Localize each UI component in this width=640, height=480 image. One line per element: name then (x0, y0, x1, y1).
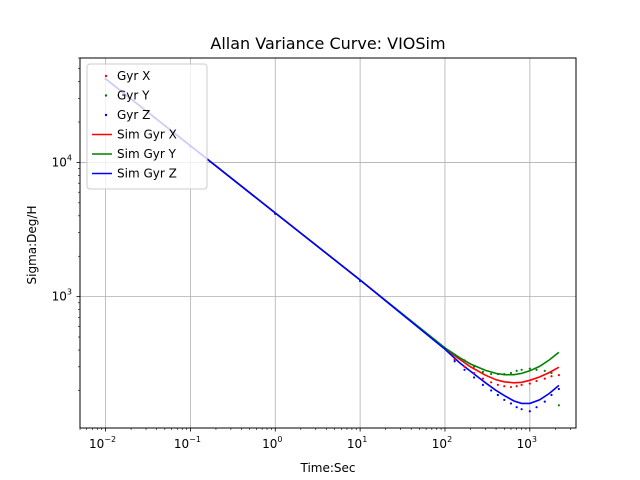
legend-label-sim-gyr-z: Sim Gyr Z (117, 167, 177, 181)
x-tick-label-4: 102 (432, 435, 452, 451)
legend-label-gyr-x: Gyr X (117, 69, 150, 83)
series-point-gyr-z (443, 347, 447, 350)
series-point-gyr-z (490, 389, 493, 392)
series-point-gyr-y (472, 365, 476, 368)
legend-swatch-gyr-z (104, 113, 108, 117)
series-point-gyr-y (528, 367, 531, 370)
series-point-gyr-y (453, 353, 456, 356)
x-tick-label-3: 101 (347, 435, 367, 451)
series-point-gyr-z (509, 402, 513, 405)
series-point-gyr-y (490, 372, 493, 376)
legend: Gyr X Gyr Y Gyr Z Sim Gyr X Sim Gyr Y Sim Gyr… (86, 63, 208, 190)
series-point-gyr-y (481, 370, 485, 373)
series-point-gyr-z (557, 387, 560, 391)
series-point-gyr-z (472, 376, 476, 379)
series-point-gyr-y (463, 359, 466, 362)
y-tick-label-1: 104 (52, 153, 72, 169)
series-point-gyr-x (528, 382, 531, 385)
series-point-gyr-x (463, 365, 466, 368)
series-point-gyr-z (496, 393, 499, 397)
legend-swatch-gyr-y (104, 94, 108, 97)
series-point-gyr-y (520, 368, 523, 371)
tick-layer: 10−2 10−1 100 101 102 103 103 104 (52, 57, 571, 451)
series-point-gyr-x (453, 358, 456, 361)
legend-label-sim-gyr-y: Sim Gyr Y (117, 147, 177, 161)
series-point-gyr-y (496, 372, 499, 376)
series-line-sim-gyr-z (105, 78, 560, 405)
series-point-gyr-z (453, 360, 456, 363)
x-tick-label-0: 10−2 (89, 435, 116, 451)
series-point-gyr-z (550, 393, 553, 397)
series-point-gyr-x (490, 381, 493, 384)
series-point-gyr-x (503, 385, 506, 388)
legend-box (86, 63, 208, 190)
series-point-gyr-x (535, 379, 538, 383)
series-point-gyr-z (543, 400, 546, 403)
series-point-gyr-x (509, 385, 513, 389)
plot-frame (79, 57, 577, 429)
series-point-gyr-y (509, 371, 513, 375)
series-point-gyr-x (550, 375, 553, 378)
series-point-gyr-z (515, 406, 518, 409)
series-point-gyr-z (520, 408, 523, 411)
y-axis-label: Sigma:Deg/H (25, 206, 39, 285)
series-point-gyr-y (515, 369, 518, 372)
legend-swatch-gyr-x (104, 74, 108, 78)
legend-label-gyr-z: Gyr Z (117, 108, 150, 122)
chart-title: Allan Variance Curve: VIOSim (210, 34, 445, 53)
legend-label-sim-gyr-x: Sim Gyr X (117, 128, 177, 142)
legend-label-gyr-y: Gyr Y (117, 89, 150, 103)
series-point-gyr-x (543, 377, 546, 380)
x-tick-label-5: 103 (517, 435, 537, 451)
series-point-gyr-y (535, 368, 538, 371)
x-tick-label-1: 10−1 (174, 435, 201, 451)
series-point-gyr-y (557, 404, 560, 407)
series-point-gyr-z (503, 398, 506, 402)
series-point-gyr-x (481, 377, 485, 380)
x-tick-label-2: 100 (262, 435, 282, 451)
series-point-gyr-y (503, 372, 506, 376)
series-point-gyr-x (515, 385, 518, 388)
series-point-gyr-z (481, 383, 485, 386)
series-point-gyr-z (463, 368, 466, 371)
series-point-gyr-x (557, 374, 560, 377)
x-axis-label: Time:Sec (299, 461, 355, 475)
series-point-gyr-z (359, 279, 362, 282)
series-point-gyr-y (550, 371, 553, 375)
series-point-gyr-y (543, 369, 546, 372)
series-point-gyr-x (472, 371, 476, 375)
series-point-gyr-z (274, 212, 277, 215)
series-point-gyr-x (496, 383, 499, 386)
series-point-gyr-z (528, 410, 531, 413)
series-point-gyr-z (535, 406, 538, 409)
y-tick-label-0: 103 (52, 288, 72, 304)
data-layer (104, 77, 560, 413)
series-point-gyr-x (520, 383, 523, 386)
